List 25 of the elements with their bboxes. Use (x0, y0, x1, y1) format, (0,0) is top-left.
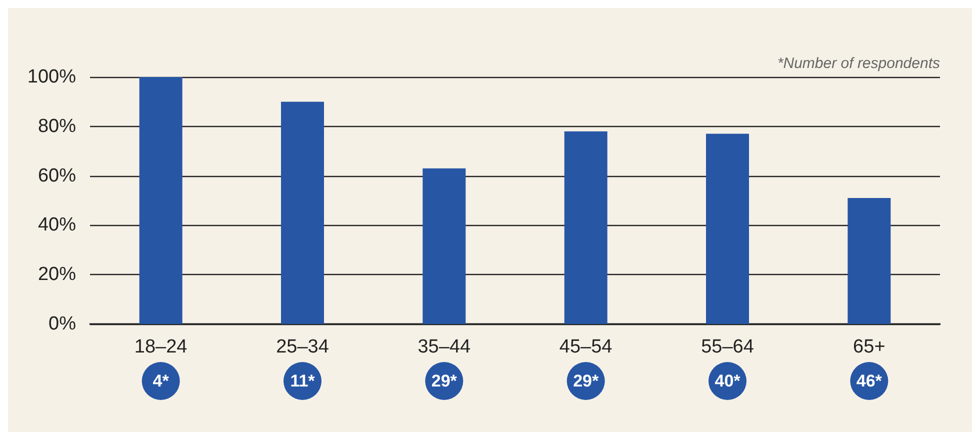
y-tick-label: 0% (48, 314, 76, 334)
text: 11* (290, 372, 316, 390)
bar (564, 131, 608, 324)
x-tick-label: 45–54 (559, 336, 613, 358)
bar (706, 134, 749, 324)
text: 29* (431, 372, 458, 390)
x-tick-label: 25–34 (276, 336, 330, 358)
text: 40* (714, 372, 741, 390)
x-tick-label: 55–64 (701, 336, 754, 358)
y-tick-label: 80% (38, 116, 76, 137)
bar (848, 198, 891, 324)
y-tick-label: 20% (38, 264, 76, 286)
text: 46* (856, 372, 882, 390)
text: *Number of respondents (777, 55, 940, 72)
x-tick-label: 18–24 (134, 336, 188, 358)
x-tick-label: 65+ (853, 336, 886, 358)
y-tick-label: 40% (38, 214, 76, 236)
bar (139, 77, 182, 324)
x-tick-label: 35–44 (418, 336, 472, 358)
text: 4* (152, 372, 170, 390)
bar (281, 102, 324, 324)
y-tick-label: 100% (27, 66, 76, 88)
text: 29* (573, 372, 599, 390)
y-tick-label: 60% (38, 165, 76, 186)
bar (422, 168, 466, 324)
